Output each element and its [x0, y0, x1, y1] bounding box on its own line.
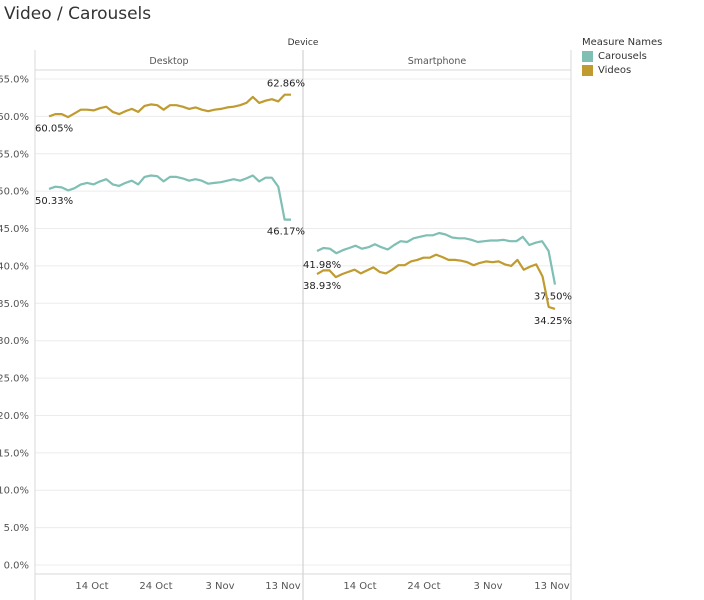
legend-label-videos: Videos	[598, 65, 632, 76]
legend-title: Measure Names	[582, 37, 663, 48]
column-header-device: Device	[288, 38, 319, 48]
x-tick-label: 24 Oct	[407, 581, 440, 592]
data-label-first: 38.93%	[303, 281, 341, 292]
y-tick-label: 55.0%	[0, 149, 29, 160]
chart-title: Video / Carousels	[4, 4, 152, 24]
data-label-first: 50.33%	[35, 196, 73, 207]
y-tick-label: 10.0%	[0, 486, 29, 497]
data-label-last: 46.17%	[267, 227, 305, 238]
legend-swatch-carousels	[582, 51, 593, 62]
y-tick-label: 30.0%	[0, 336, 29, 347]
y-tick-label: 40.0%	[0, 261, 29, 272]
panel-header-desktop: Desktop	[149, 56, 188, 67]
y-tick-label: 50.0%	[0, 187, 29, 198]
data-label-last: 34.25%	[534, 316, 572, 327]
panel-header-smartphone: Smartphone	[408, 56, 467, 67]
y-tick-label: 20.0%	[0, 411, 29, 422]
y-tick-label: 5.0%	[4, 523, 29, 534]
y-tick-label: 60.0%	[0, 112, 29, 123]
x-tick-label: 13 Nov	[265, 581, 301, 592]
x-tick-label: 14 Oct	[75, 581, 108, 592]
series-line-smartphone-videos	[316, 253, 556, 310]
data-label-last: 37.50%	[534, 292, 572, 303]
y-tick-label: 15.0%	[0, 448, 29, 459]
series-line-desktop-videos	[48, 93, 291, 119]
legend-item-carousels[interactable]: Carousels	[582, 51, 662, 62]
x-tick-label: 14 Oct	[343, 581, 376, 592]
data-label-first: 60.05%	[35, 123, 73, 134]
series-line-smartphone-carousels	[316, 231, 557, 285]
legend-label-carousels: Carousels	[598, 51, 647, 62]
y-tick-label: 35.0%	[0, 299, 29, 310]
x-tick-label: 3 Nov	[205, 581, 234, 592]
legend-item-videos[interactable]: Videos	[582, 65, 662, 76]
x-tick-label: 13 Nov	[534, 581, 570, 592]
data-label-last: 62.86%	[267, 79, 305, 90]
data-label-first: 41.98%	[303, 260, 341, 271]
y-tick-label: 0.0%	[4, 561, 29, 572]
x-tick-label: 3 Nov	[473, 581, 502, 592]
y-tick-label: 25.0%	[0, 374, 29, 385]
y-tick-label: 45.0%	[0, 224, 29, 235]
legend-swatch-videos	[582, 65, 593, 76]
series-line-desktop-carousels	[48, 174, 291, 221]
x-tick-label: 24 Oct	[139, 581, 172, 592]
legend: Measure Names Carousels Videos	[582, 37, 662, 79]
y-tick-label: 65.0%	[0, 75, 29, 86]
